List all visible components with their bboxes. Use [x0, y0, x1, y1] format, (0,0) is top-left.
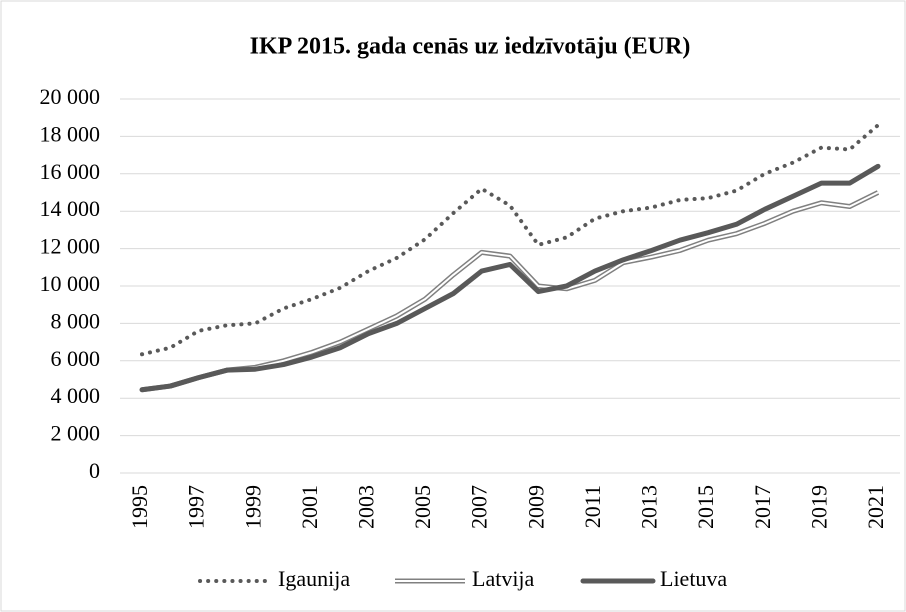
x-tick-label: 2005: [410, 485, 435, 529]
y-tick-label: 16 000: [40, 159, 101, 184]
x-tick-label: 2003: [354, 485, 379, 529]
x-tick-label: 2019: [806, 485, 831, 529]
chart-title: IKP 2015. gada cenās uz iedzīvotāju (EUR…: [250, 34, 691, 60]
y-tick-label: 12 000: [40, 234, 101, 259]
y-tick-label: 14 000: [40, 196, 101, 221]
legend-label: Latvija: [472, 566, 535, 591]
y-tick-label: 6 000: [51, 346, 101, 371]
legend-label: Lietuva: [660, 566, 727, 591]
y-tick-label: 10 000: [40, 271, 101, 296]
x-tick-label: 2009: [523, 485, 548, 529]
x-tick-label: 2007: [467, 485, 492, 529]
x-tick-label: 2011: [580, 485, 605, 528]
x-tick-label: 2021: [863, 485, 888, 529]
x-tick-label: 2017: [750, 485, 775, 529]
series-line: [140, 123, 880, 357]
series-line: [139, 163, 881, 393]
y-tick-label: 2 000: [51, 421, 101, 446]
x-tick-label: 2013: [637, 485, 662, 529]
x-tick-label: 2015: [693, 485, 718, 529]
x-tick-label: 2001: [297, 485, 322, 529]
y-tick-label: 18 000: [40, 121, 101, 146]
y-tick-label: 4 000: [51, 383, 101, 408]
x-tick-label: 1999: [240, 485, 265, 529]
legend-label: Igaunija: [278, 566, 350, 591]
x-tick-label: 1997: [184, 485, 209, 529]
x-tick-label: 1995: [127, 485, 152, 529]
y-tick-label: 8 000: [51, 308, 101, 333]
y-tick-label: 20 000: [40, 84, 101, 109]
y-tick-label: 0: [89, 458, 100, 483]
